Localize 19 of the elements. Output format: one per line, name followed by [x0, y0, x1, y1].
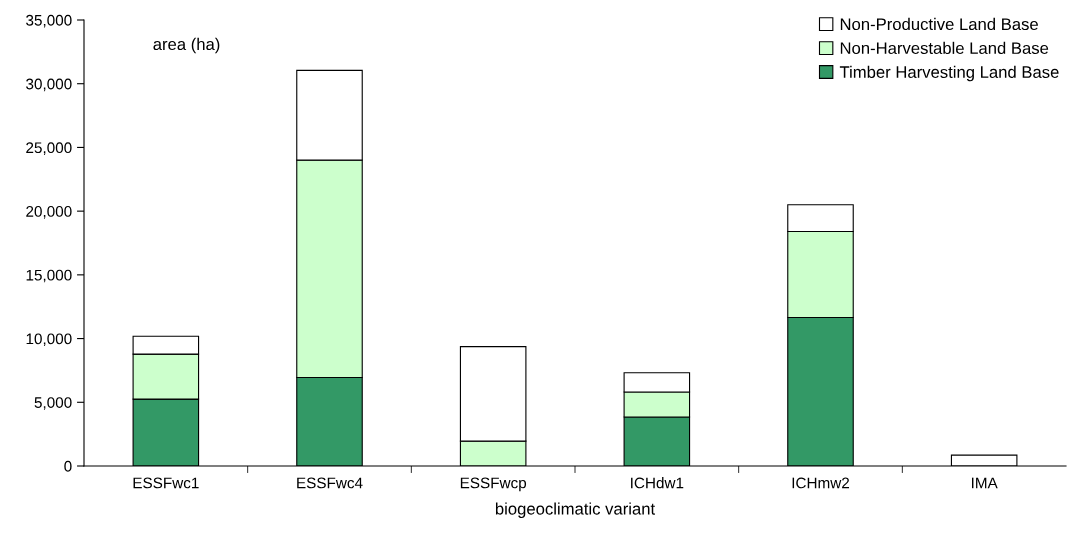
y-axis-title: area (ha): [153, 37, 220, 54]
x-tick-label: ESSFwc1: [133, 477, 199, 489]
x-tick-label: IMA: [972, 477, 998, 489]
y-tick-label: 25,000: [26, 142, 72, 155]
y-tick-label: 35,000: [26, 14, 72, 28]
x-tick-label: ESSFwcp: [460, 477, 527, 492]
y-tick-label: 15,000: [26, 269, 72, 283]
y-tick-label: 10,000: [26, 333, 72, 347]
y-tick-label: 20,000: [26, 206, 72, 219]
y-tick-label: 30,000: [26, 78, 72, 92]
y-tick-label: 5,000: [34, 397, 72, 410]
x-tick-label: ESSFwc4: [297, 477, 363, 489]
y-tick-label: 0: [64, 460, 72, 472]
legend-label: Timber Harvesting Land Base: [839, 65, 1059, 82]
x-tick-label: ICHmw2: [792, 477, 850, 489]
x-tick-label: ICHdw1: [631, 477, 684, 489]
x-axis-title: biogeoclimatic variant: [495, 502, 656, 518]
legend-label: Non-Productive Land Base: [840, 17, 1038, 31]
legend-label: Non-Harvestable Land Base: [840, 41, 1049, 55]
